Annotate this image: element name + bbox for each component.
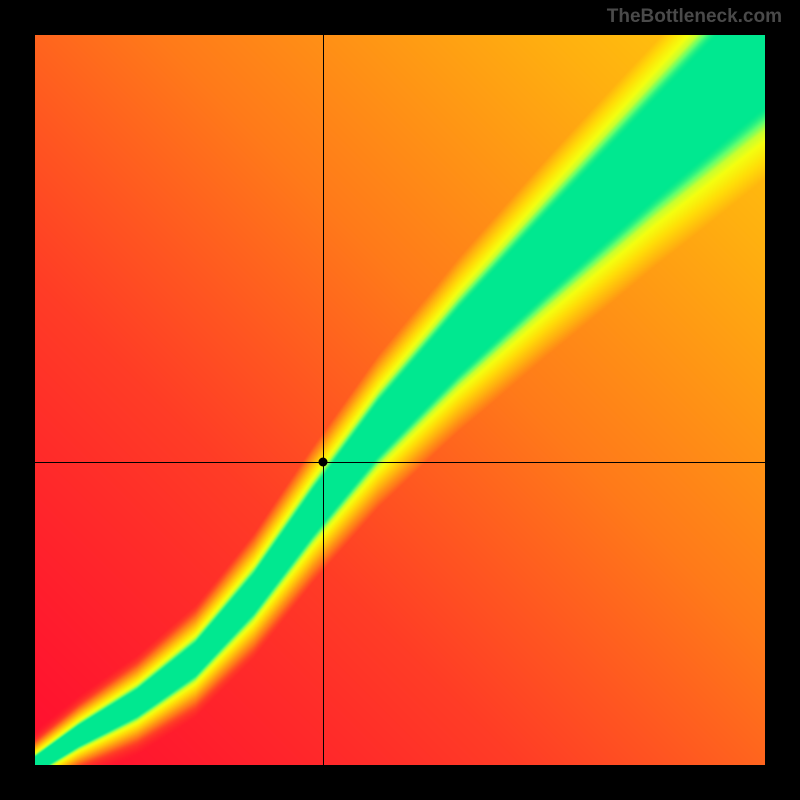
heatmap-canvas — [35, 35, 765, 765]
heatmap-plot — [35, 35, 765, 765]
crosshair-marker — [319, 458, 328, 467]
crosshair-horizontal — [35, 462, 765, 463]
watermark-text: TheBottleneck.com — [607, 6, 782, 28]
crosshair-vertical — [323, 35, 324, 765]
